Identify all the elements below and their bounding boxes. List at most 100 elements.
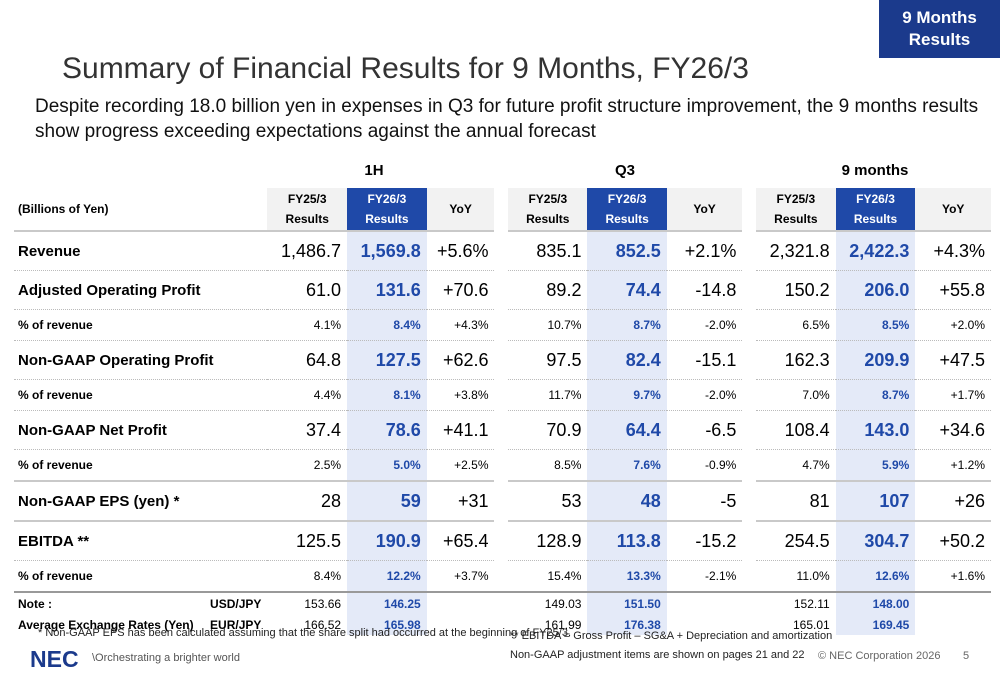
fx-cell: 161.99 bbox=[544, 617, 582, 632]
table-cell: 7.0% bbox=[756, 379, 836, 411]
table-cell: +2.5% bbox=[426, 449, 495, 481]
column-header-0-1: FY26/3 Results bbox=[347, 188, 427, 231]
column-gap bbox=[494, 481, 509, 521]
table-cell: 48 bbox=[587, 480, 667, 521]
fx-row: Average Exchange Rates (Yen) EUR/JPY 166.5… bbox=[14, 614, 991, 635]
column-header-2-2: YoY bbox=[915, 188, 991, 231]
table-cell: +47.5 bbox=[915, 340, 991, 380]
column-header-1-2: YoY bbox=[666, 188, 743, 231]
column-header-0-2: YoY bbox=[426, 188, 495, 231]
column-gap bbox=[742, 591, 757, 614]
row-label: Revenue bbox=[14, 230, 268, 271]
unit-label: (Billions of Yen) bbox=[18, 202, 109, 216]
period-header-q3: Q3 bbox=[614, 162, 635, 179]
table-cell: -2.1% bbox=[666, 560, 743, 592]
table-cell: 5.0% bbox=[347, 449, 427, 481]
table-header-row: (Billions of Yen) FY25/3 Results FY26/3 Re… bbox=[14, 188, 991, 231]
column-gap bbox=[742, 449, 757, 481]
footnote-block: ** EBITDA = Gross Profit – SG&A + Deprec… bbox=[510, 627, 832, 665]
column-gap bbox=[742, 481, 757, 521]
table-cell: 206.0 bbox=[835, 270, 916, 310]
fx-cell bbox=[666, 591, 743, 614]
fx-cell: 148.00 bbox=[835, 591, 916, 614]
table-cell: 835.1 bbox=[508, 230, 588, 271]
table-cell: 61.0 bbox=[267, 270, 348, 310]
table-cell: 64.4 bbox=[587, 410, 667, 450]
page-number: 5 bbox=[963, 650, 970, 662]
column-gap bbox=[494, 410, 509, 450]
table-cell: 254.5 bbox=[756, 520, 836, 561]
column-header-1-1: FY26/3 Results bbox=[587, 188, 667, 231]
fx-cell bbox=[915, 591, 991, 614]
table-cell: +4.3% bbox=[915, 230, 991, 271]
table-cell: 9.7% bbox=[587, 379, 667, 411]
table-row: % of revenue 8.4% 12.2% +3.7% 15.4% 13.3% -2.1… bbox=[14, 560, 991, 592]
table-row: EBITDA ** 125.5 190.9 +65.4 128.9 113.8 -15.2 2… bbox=[14, 520, 991, 561]
table-cell: +5.6% bbox=[426, 230, 495, 271]
table-cell: 209.9 bbox=[835, 340, 916, 380]
column-gap bbox=[494, 560, 509, 592]
table-cell: -15.2 bbox=[666, 520, 743, 561]
fx-cell: 153.66 bbox=[267, 591, 348, 614]
table-cell: +65.4 bbox=[426, 520, 495, 561]
table-cell: 11.0% bbox=[756, 560, 836, 592]
table-cell: 1,569.8 bbox=[347, 230, 427, 271]
column-gap bbox=[742, 521, 757, 561]
row-label: % of revenue bbox=[14, 379, 268, 411]
table-cell: +2.0% bbox=[915, 309, 991, 341]
row-label: % of revenue bbox=[14, 449, 268, 481]
table-cell: +26 bbox=[915, 480, 991, 521]
fx-cell: 165.98 bbox=[347, 614, 427, 635]
table-cell: +31 bbox=[426, 480, 495, 521]
table-cell: 107 bbox=[835, 480, 916, 521]
table-row: % of revenue 4.4% 8.1% +3.8% 11.7% 9.7% -2.0% 7… bbox=[14, 379, 991, 411]
column-gap bbox=[742, 231, 757, 271]
fx-label: Note : bbox=[14, 591, 200, 614]
table-cell: 852.5 bbox=[587, 230, 667, 271]
row-label: Non-GAAP Net Profit bbox=[14, 410, 268, 450]
table-row: Non-GAAP Operating Profit 64.8 127.5 +62.6 9… bbox=[14, 340, 991, 380]
row-label: Non-GAAP EPS (yen) * bbox=[14, 480, 268, 521]
table-cell: 64.8 bbox=[267, 340, 348, 380]
footnote-adjustments: Non-GAAP adjustment items are shown on p… bbox=[510, 649, 805, 661]
page-title: Summary of Financial Results for 9 Month… bbox=[62, 52, 749, 85]
fx-cell: 151.50 bbox=[587, 591, 667, 614]
table-cell: 190.9 bbox=[347, 520, 427, 561]
column-gap bbox=[742, 560, 757, 592]
table-cell: 82.4 bbox=[587, 340, 667, 380]
table-cell: 125.5 bbox=[267, 520, 348, 561]
table-cell: 59 bbox=[347, 480, 427, 521]
table-cell: 4.1% bbox=[267, 309, 348, 341]
table-cell: 2.5% bbox=[267, 449, 348, 481]
table-cell: 2,321.8 bbox=[756, 230, 836, 271]
fx-cell: 146.25 bbox=[347, 591, 427, 614]
table-cell: 8.4% bbox=[267, 560, 348, 592]
table-cell: +3.7% bbox=[426, 560, 495, 592]
column-gap bbox=[742, 614, 757, 635]
column-gap bbox=[494, 188, 509, 231]
table-cell: +34.6 bbox=[915, 410, 991, 450]
column-gap bbox=[494, 270, 509, 310]
financial-summary-table: (Billions of Yen) FY25/3 Results FY26/3 Re… bbox=[14, 188, 991, 635]
table-cell: +2.1% bbox=[666, 230, 743, 271]
column-gap bbox=[742, 379, 757, 411]
table-cell: 89.2 bbox=[508, 270, 588, 310]
table-cell: +1.2% bbox=[915, 449, 991, 481]
table-cell: 162.3 bbox=[756, 340, 836, 380]
table-cell: -15.1 bbox=[666, 340, 743, 380]
table-cell: -14.8 bbox=[666, 270, 743, 310]
row-label: % of revenue bbox=[14, 309, 268, 341]
table-cell: 28 bbox=[267, 480, 348, 521]
fx-row: Note : USD/JPY 153.66 146.25 149.03 151.50 152… bbox=[14, 591, 991, 614]
column-gap bbox=[494, 231, 509, 271]
table-cell: +55.8 bbox=[915, 270, 991, 310]
footnote-eps: * Non-GAAP EPS has been calculated assum… bbox=[38, 627, 572, 639]
fx-cell: 166.52 bbox=[304, 617, 342, 632]
table-cell: 74.4 bbox=[587, 270, 667, 310]
table-row: % of revenue 4.1% 8.4% +4.3% 10.7% 8.7% -2.0% 6… bbox=[14, 309, 991, 341]
column-gap bbox=[742, 410, 757, 450]
table-cell: +62.6 bbox=[426, 340, 495, 380]
table-cell: -2.0% bbox=[666, 379, 743, 411]
column-header-1-0: FY25/3 Results bbox=[508, 188, 588, 231]
fx-cell bbox=[915, 614, 991, 635]
